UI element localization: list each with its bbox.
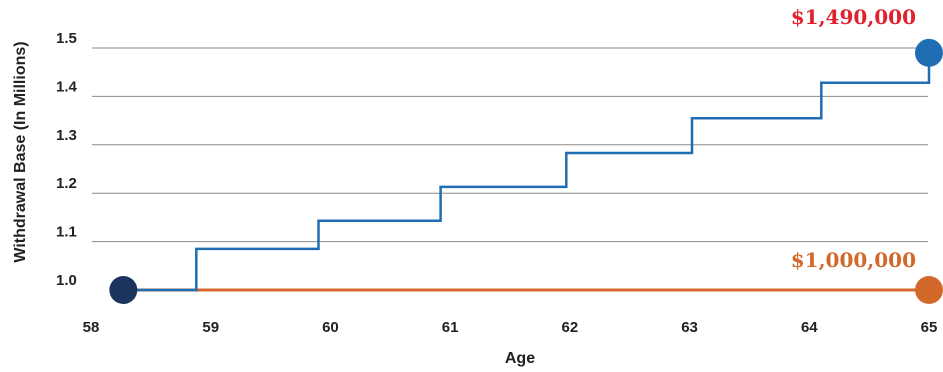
end-marker-top — [915, 38, 943, 67]
y-tick-label: 1.3 — [56, 127, 77, 144]
callout-bottom-value: $1,000,000 — [791, 248, 916, 272]
start-marker — [109, 276, 138, 304]
callout-top-value: $1,490,000 — [791, 5, 916, 29]
y-tick-label: 1.4 — [56, 78, 78, 95]
x-tick-label: 60 — [322, 319, 339, 336]
x-tick-label: 58 — [83, 319, 100, 336]
x-tick-label: 63 — [681, 319, 698, 336]
x-tick-label: 62 — [562, 319, 579, 336]
grid-lines — [92, 47, 928, 243]
withdrawal-base-step-line — [123, 52, 931, 292]
y-tick-label: 1.5 — [56, 30, 77, 47]
x-tick-labels: 58 59 60 61 62 63 64 65 — [83, 319, 938, 336]
x-tick-label: 59 — [202, 319, 219, 336]
end-marker-bottom — [915, 276, 943, 304]
end-markers — [109, 38, 943, 304]
series-lines — [123, 52, 931, 292]
y-tick-labels: 1.0 1.1 1.2 1.3 1.4 1.5 — [56, 30, 78, 289]
y-tick-label: 1.2 — [56, 175, 77, 192]
x-tick-label: 65 — [921, 319, 938, 336]
x-tick-label: 64 — [801, 319, 818, 336]
x-axis-title: Age — [505, 350, 535, 367]
y-tick-label: 1.0 — [56, 272, 77, 289]
x-tick-label: 61 — [442, 319, 459, 336]
y-tick-label: 1.1 — [56, 224, 77, 241]
y-axis-title: Withdrawal Base (In Millions) — [12, 41, 29, 262]
